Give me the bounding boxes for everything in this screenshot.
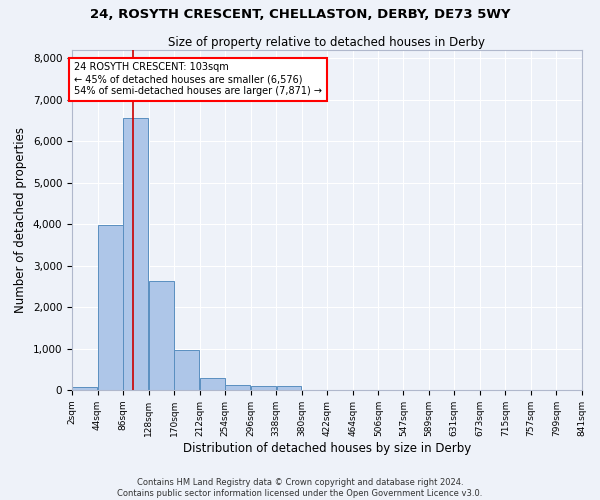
Title: Size of property relative to detached houses in Derby: Size of property relative to detached ho…: [169, 36, 485, 49]
Text: Contains HM Land Registry data © Crown copyright and database right 2024.
Contai: Contains HM Land Registry data © Crown c…: [118, 478, 482, 498]
Bar: [73, 387, 97, 390]
Bar: [98, 225, 123, 390]
Y-axis label: Number of detached properties: Number of detached properties: [14, 127, 27, 313]
Bar: [175, 350, 199, 390]
Text: 24, ROSYTH CRESCENT, CHELLASTON, DERBY, DE73 5WY: 24, ROSYTH CRESCENT, CHELLASTON, DERBY, …: [90, 8, 510, 20]
Bar: [200, 378, 225, 390]
Bar: [149, 282, 174, 390]
Bar: [277, 386, 301, 390]
Bar: [226, 384, 250, 390]
Bar: [251, 386, 276, 390]
Text: 24 ROSYTH CRESCENT: 103sqm
← 45% of detached houses are smaller (6,576)
54% of s: 24 ROSYTH CRESCENT: 103sqm ← 45% of deta…: [74, 62, 322, 96]
X-axis label: Distribution of detached houses by size in Derby: Distribution of detached houses by size …: [183, 442, 471, 454]
Bar: [124, 118, 148, 390]
